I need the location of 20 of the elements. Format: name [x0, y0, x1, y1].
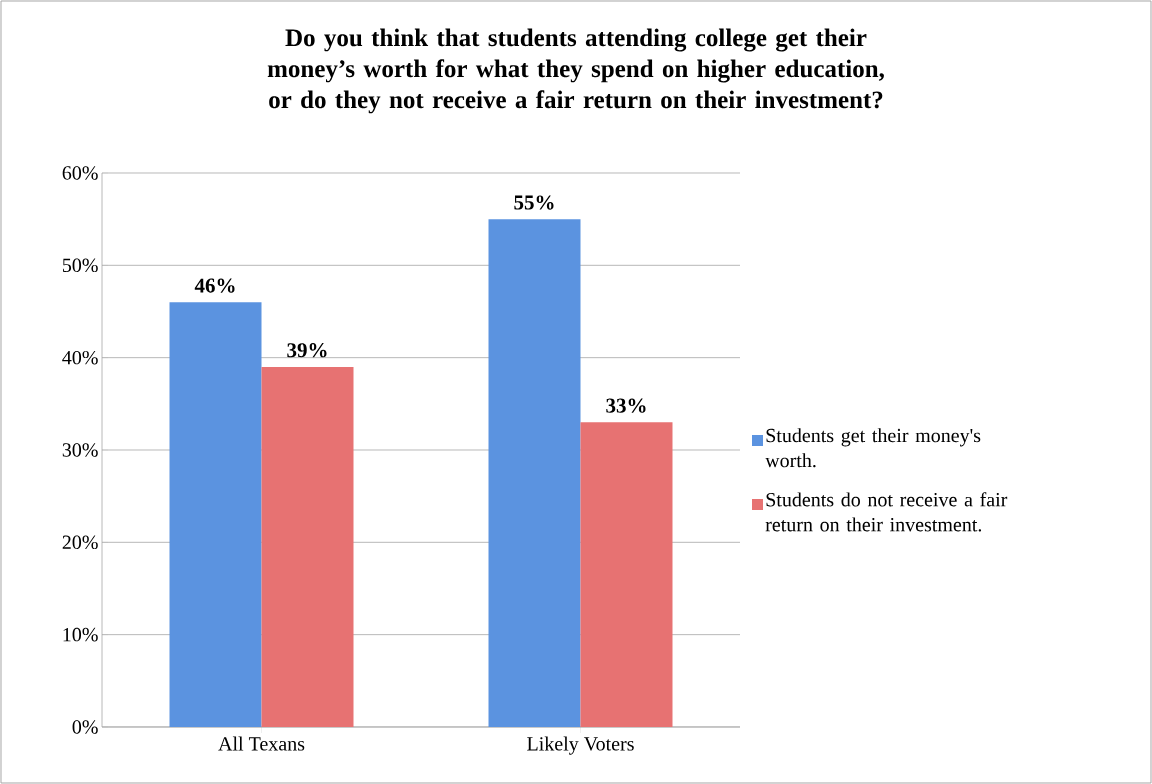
bar	[580, 422, 673, 727]
data-label: 46%	[194, 278, 235, 293]
bar	[261, 366, 354, 727]
bar	[169, 302, 262, 727]
bar	[488, 219, 581, 727]
y-tick-label: 0%	[72, 720, 98, 734]
y-tick-label: 40%	[62, 350, 98, 365]
y-tick-label: 60%	[62, 166, 98, 180]
legend-label: Students get their money's worth.	[765, 428, 981, 468]
y-tick-label: 50%	[62, 258, 98, 273]
chart-title: Do you think that students attending college get their money’s worth for what they spend on higher education, or do they not receive a fair return on their investment?	[267, 28, 884, 114]
y-tick-label: 10%	[63, 627, 98, 642]
y-tick-label: 30%	[62, 443, 98, 457]
y-tick-label: 20%	[62, 535, 98, 550]
data-label: 33%	[606, 398, 646, 413]
x-tick-label: Likely Voters	[527, 736, 634, 755]
x-tick-label: All Texans	[218, 736, 305, 751]
data-label: 39%	[287, 343, 327, 358]
legend-label: Students do not receive a fair return on their investment.	[765, 492, 1008, 532]
data-label: 55%	[514, 195, 554, 210]
